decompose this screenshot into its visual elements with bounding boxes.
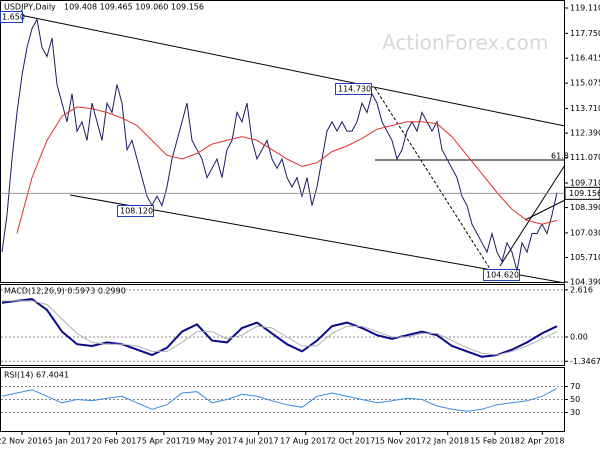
y-tick-label: 108.390 [570,203,600,212]
x-tick-label: 4 Jul 2017 [238,437,278,446]
y-tick-label: 70 [570,382,580,391]
rsi-title: RSI(14) 67.4041 [4,371,69,380]
label-box [483,269,520,281]
x-tick-label: 22 Nov 2016 [0,437,48,446]
y-tick-label: 30 [570,408,580,417]
y-tick-label: 116.415 [570,54,600,63]
y-tick-label: 104.390 [570,278,600,287]
fib-line [374,87,493,273]
y-tick-label: 109.710 [570,179,600,188]
y-tick-label: 107.030 [570,228,600,237]
x-tick-label: 15 Nov 2017 [375,437,426,446]
x-tick-label: 5 Apr 2017 [142,437,186,446]
label-box [117,205,154,217]
x-tick-label: 17 Aug 2017 [280,437,331,446]
annotation: 108.120 [120,207,153,216]
last-price-box [564,186,600,200]
series-line [16,106,558,234]
x-tick-label: 2 Oct 2017 [331,437,375,446]
x-tick-label: 20 Feb 2017 [92,437,142,446]
ohlc: 109.408 109.465 109.060 109.156 [64,3,204,12]
label-box [0,11,23,23]
series-line [1,17,558,271]
y-tick-label: 112.390 [570,129,600,138]
x-tick-label: 15 Feb 2018 [470,437,520,446]
label-box [335,83,372,95]
macd-title: MACD(12,26,9) 0.5973 0.2990 [4,287,126,296]
annotation: 114.730 [338,85,371,94]
macd-panel [0,284,565,366]
trend-support [524,199,566,221]
y-tick-label: 111.070 [570,153,600,162]
last-price-label: 109.156 [569,189,600,198]
x-tick-label: 2 Apr 2018 [520,437,564,446]
x-tick-label: 19 May 2017 [185,437,237,446]
series-line [1,298,558,358]
chart-title: USDJPY,Daily [4,3,56,12]
x-tick-label: 5 Jan 2017 [48,437,91,446]
watermark: ActionForex.com [382,31,548,55]
y-tick-label: 117.750 [570,29,600,38]
annotation: 104.620 [486,271,519,280]
rsi-panel [0,367,565,432]
y-tick-label: 105.710 [570,253,600,262]
series-line [1,387,558,412]
y-tick-label: 115.075 [570,79,600,88]
y-tick-label: 2.616 [570,285,593,294]
y-tick-label: 0.00 [570,332,588,341]
y-tick-label: 50 [570,395,580,404]
annotation: 61.8 [551,152,569,161]
channel-upper [19,14,566,127]
series-line [2,300,558,356]
y-tick-label: 113.710 [570,104,600,113]
annotation: 1.650 [2,13,25,22]
price-panel [0,0,565,283]
x-tick-label: 2 Jan 2018 [426,437,469,446]
y-tick-label: -1.3467 [570,357,600,366]
y-tick-label: 119.110 [570,4,600,13]
